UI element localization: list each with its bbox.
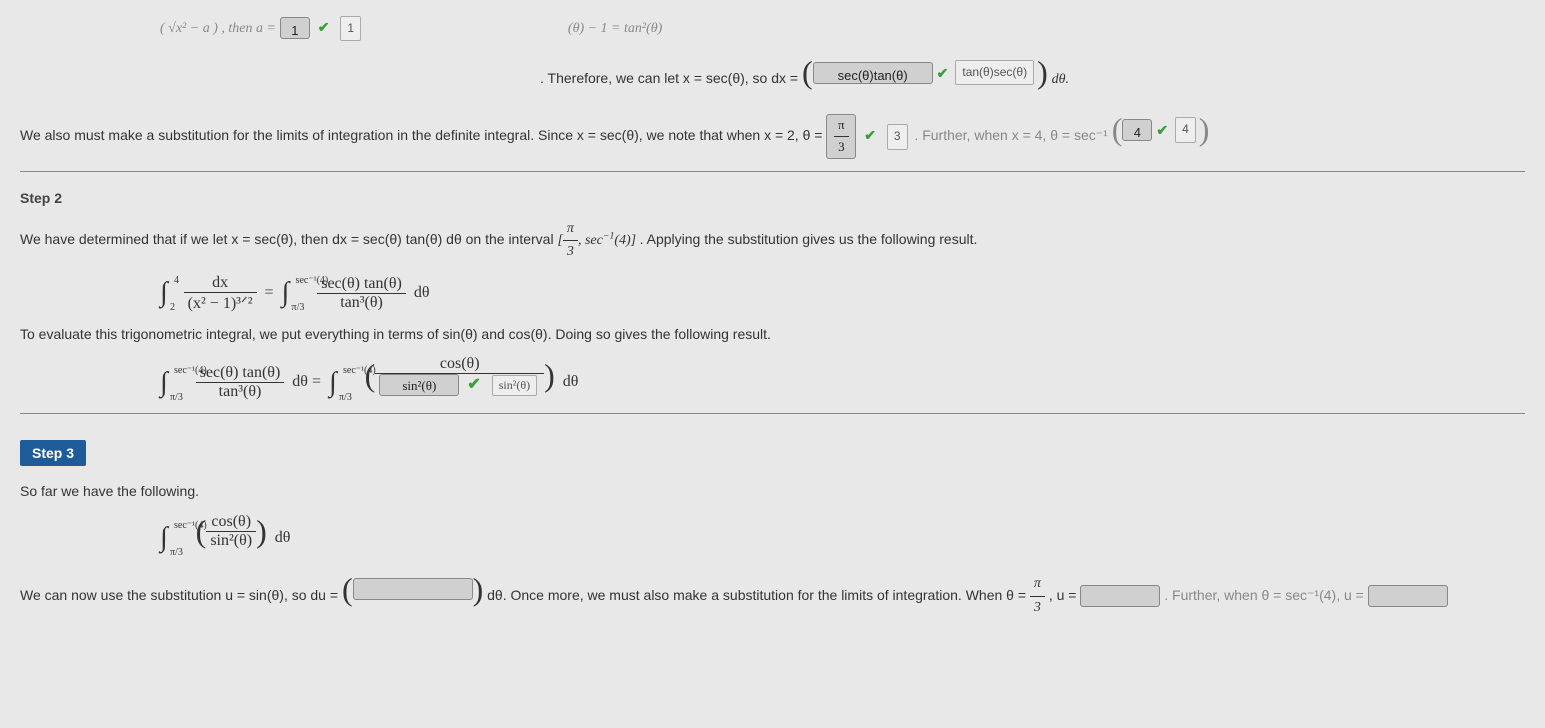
hint-theta2: 4 [1175,117,1196,142]
frag-left: ( √x² − a ) , then a = [160,21,276,36]
input-u2[interactable] [1368,585,1448,607]
input-dx[interactable]: sec(θ)tan(θ) [813,62,933,84]
u-eq: , u = [1049,587,1077,603]
limits-substitution-line: We also must make a substitution for the… [20,104,1525,159]
dtheta: dθ. [1052,72,1069,87]
input-sin2[interactable]: sin²(θ) [379,374,459,396]
input-theta2[interactable]: 4 [1122,119,1152,141]
therefore-line: . Therefore, we can let x = sec(θ), so d… [540,47,1525,98]
tan-eq: (θ) − 1 = tan²(θ) [568,21,662,36]
after-du: dθ. Once more, we must also make a subst… [487,587,1026,603]
applying-text: . Applying the substitution gives us the… [640,231,978,247]
hint-dx: tan(θ)sec(θ) [955,60,1034,85]
therefore-text: . Therefore, we can let x = sec(θ), so d… [540,70,798,86]
check-icon: ✔ [467,376,480,393]
check-icon: ✔ [937,62,949,84]
check-icon: ✔ [1156,119,1168,141]
hint-a: 1 [340,16,361,41]
integral-2: ∫sec⁻¹(4)π/3 sec(θ) tan(θ) tan³(θ) dθ = … [160,355,1525,401]
integral-3: ∫sec⁻¹(4)π/3 ( cos(θ) sin²(θ) ) dθ [160,513,1525,554]
step2-header: Step 2 [20,186,1525,210]
check-icon: ✔ [864,127,876,143]
also-text: We also must make a substitution for the… [20,127,822,143]
separator [20,413,1525,414]
input-du[interactable] [353,578,473,600]
substitution-u: We can now use the substitution u = sin(… [20,564,1525,619]
sub-text: We can now use the substitution u = sin(… [20,587,338,603]
integral-1: ∫42 dx (x² − 1)³ᐟ² = ∫sec⁻¹(4)π/3 sec(θ)… [160,274,1525,313]
step3-header: Step 3 [20,440,86,466]
separator [20,171,1525,172]
input-u1[interactable] [1080,585,1160,607]
input-theta1[interactable]: π3 [826,114,856,159]
hint-theta1: 3 [887,124,908,149]
so-far: So far we have the following. [20,480,1525,502]
interval: [π3, sec−1(4)] [557,233,639,248]
step2-determined: We have determined that if we let x = se… [20,218,1525,264]
further-u: . Further, when θ = sec⁻¹(4), u = [1164,587,1364,603]
check-icon: ✔ [318,19,330,35]
determined-text: We have determined that if we let x = se… [20,231,554,247]
input-a[interactable]: 1 [280,17,310,39]
to-evaluate: To evaluate this trigonometric integral,… [20,323,1525,345]
further-text: . Further, when x = 4, θ = sec⁻¹ [914,127,1107,143]
top-fragment-line: ( √x² − a ) , then a = 1 ✔ 1 (θ) − 1 = t… [20,16,1525,41]
hint-sin2: sin²(θ) [492,375,537,396]
